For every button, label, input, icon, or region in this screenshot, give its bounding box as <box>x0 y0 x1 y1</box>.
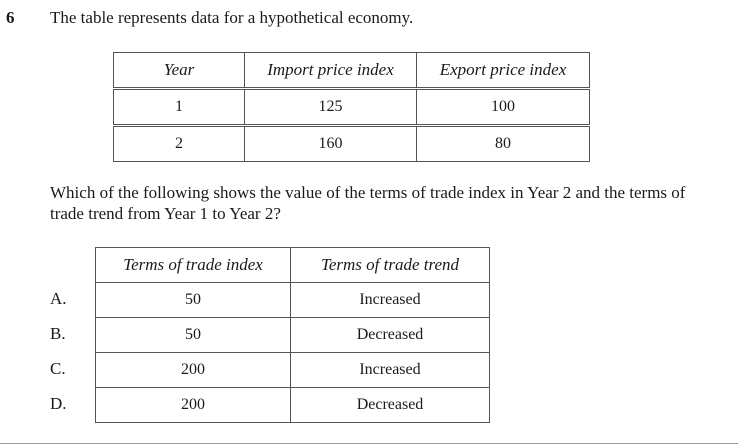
answer-options-table: Terms of trade index Terms of trade tren… <box>95 247 490 423</box>
option-b-trend: Decreased <box>290 317 490 353</box>
page-bottom-rule <box>0 443 738 444</box>
header-import-price-index: Import price index <box>244 52 417 89</box>
table-header-row: Year Import price index Export price ind… <box>113 52 590 89</box>
option-c-trend: Increased <box>290 352 490 388</box>
economy-data-table: Year Import price index Export price ind… <box>113 52 590 162</box>
option-d-index: 200 <box>95 387 291 423</box>
question-number: 6 <box>6 8 15 27</box>
option-a-index: 50 <box>95 282 291 318</box>
cell-import-price: 125 <box>244 87 417 126</box>
option-row-b[interactable]: 50 Decreased <box>95 317 490 353</box>
header-year: Year <box>113 52 245 89</box>
question-prompt: Which of the following shows the value o… <box>50 183 686 223</box>
option-row-a[interactable]: 50 Increased <box>95 282 490 318</box>
table-row: 2 160 80 <box>113 124 590 162</box>
cell-export-price: 100 <box>416 87 590 126</box>
cell-import-price: 160 <box>244 124 417 162</box>
option-row-c[interactable]: 200 Increased <box>95 352 490 388</box>
option-a-trend: Increased <box>290 282 490 318</box>
question-stem: The table represents data for a hypothet… <box>50 8 414 27</box>
cell-export-price: 80 <box>416 124 590 162</box>
options-header-row: Terms of trade index Terms of trade tren… <box>95 247 490 283</box>
option-b-index: 50 <box>95 317 291 353</box>
option-letter-c: C. <box>50 359 66 378</box>
header-export-price-index: Export price index <box>416 52 590 89</box>
option-d-trend: Decreased <box>290 387 490 423</box>
cell-year: 2 <box>113 124 245 162</box>
option-letter-d: D. <box>50 394 67 413</box>
option-row-d[interactable]: 200 Decreased <box>95 387 490 423</box>
cell-year: 1 <box>113 87 245 126</box>
option-letter-a: A. <box>50 289 67 308</box>
option-letter-b: B. <box>50 324 66 343</box>
table-row: 1 125 100 <box>113 87 590 126</box>
option-c-index: 200 <box>95 352 291 388</box>
header-terms-of-trade-index: Terms of trade index <box>95 247 291 283</box>
header-terms-of-trade-trend: Terms of trade trend <box>290 247 490 283</box>
